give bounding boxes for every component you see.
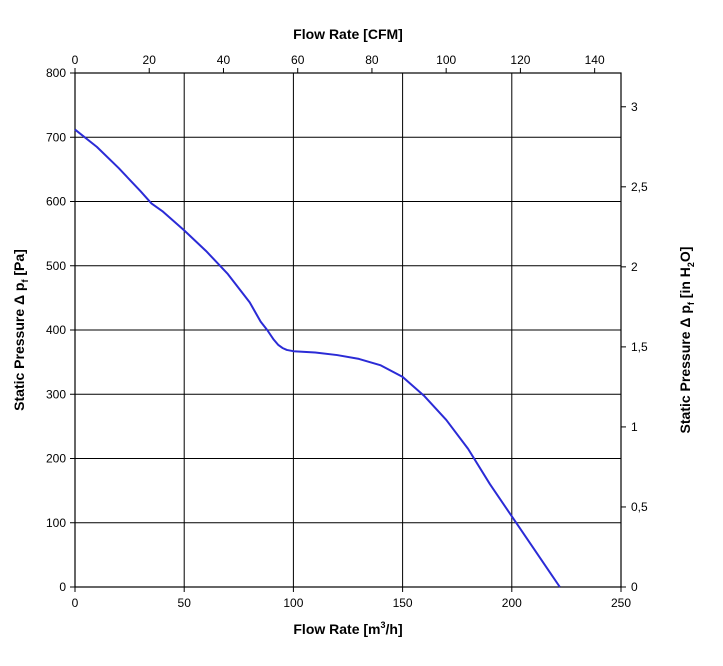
right-tick-label: 0 [631, 580, 638, 594]
left-tick-label: 800 [46, 66, 66, 80]
right-axis-title-part: O] [677, 247, 693, 263]
left-tick-label: 200 [46, 452, 66, 466]
top-tick-label: 60 [291, 53, 305, 67]
left-tick-label: 500 [46, 259, 66, 273]
right-axis-title: Static Pressure Δ pf [in H2O] [677, 247, 696, 434]
right-tick-label: 1 [631, 420, 638, 434]
right-tick-label: 3 [631, 100, 638, 114]
left-tick-label: 600 [46, 195, 66, 209]
left-axis-title: Static Pressure Δ pf [Pa] [11, 249, 30, 411]
bottom-tick-label: 50 [178, 596, 192, 610]
right-tick-label: 2 [631, 260, 638, 274]
bottom-tick-label: 250 [611, 596, 631, 610]
right-axis-title-part: Static Pressure [677, 328, 693, 434]
left-tick-label: 300 [46, 387, 66, 401]
grid-lines [74, 72, 622, 588]
pressure-curve [74, 128, 561, 588]
top-tick-label: 0 [72, 53, 79, 67]
top-tick-label: 80 [365, 53, 379, 67]
top-tick-label: 140 [585, 53, 605, 67]
left-axis-title-part: Static Pressure [11, 305, 27, 411]
top-tick-label: 20 [143, 53, 157, 67]
right-axis-title-part: [in H [677, 267, 693, 302]
right-axis-title-sub: 2 [686, 262, 696, 267]
top-tick-label: 120 [510, 53, 530, 67]
right-tick-label: 2,5 [631, 180, 648, 194]
left-tick-label: 100 [46, 516, 66, 530]
left-axis-title-part: [Pa] [11, 249, 27, 279]
bottom-tick-label: 0 [72, 596, 79, 610]
bottom-axis-title: Flow Rate [m3/h] [293, 620, 402, 637]
right-axis-title-sub: f [686, 301, 696, 305]
left-axis-title-part: Δ [11, 295, 27, 305]
left-axis-title-sub: f [20, 278, 30, 282]
bottom-axis-title-sup: 3 [381, 620, 386, 630]
bottom-tick-label: 150 [393, 596, 413, 610]
right-axis-title-part: Δ [677, 318, 693, 328]
top-tick-label: 100 [436, 53, 456, 67]
bottom-axis-title-part: /h] [386, 621, 403, 637]
right-tick-label: 0,5 [631, 500, 648, 514]
top-axis-title: Flow Rate [CFM] [293, 26, 403, 42]
right-axis-title-part: p [677, 305, 693, 317]
bottom-axis-title-part: Flow Rate [m [293, 621, 380, 637]
left-tick-label: 400 [46, 323, 66, 337]
right-tick-label: 1,5 [631, 340, 648, 354]
bottom-tick-label: 200 [502, 596, 522, 610]
axis-ticks: 0 50 100 150 200 2500100200300400500600700800… [46, 53, 648, 610]
bottom-tick-label: 100 [283, 596, 303, 610]
left-axis-title-part: p [11, 282, 27, 294]
top-tick-label: 40 [217, 53, 231, 67]
left-tick-label: 0 [59, 580, 66, 594]
left-tick-label: 700 [46, 130, 66, 144]
